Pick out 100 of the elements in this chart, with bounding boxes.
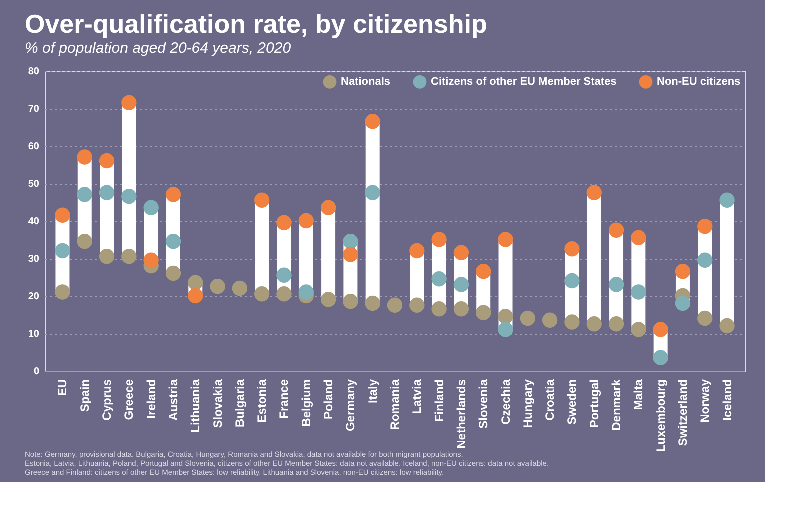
point [653, 350, 668, 366]
point [564, 242, 580, 257]
point [276, 215, 292, 230]
point [410, 243, 425, 259]
point [144, 252, 159, 268]
point [498, 322, 514, 338]
legend-label: Citizens of other EU Member States [431, 76, 617, 88]
point [166, 234, 182, 250]
point [99, 249, 115, 264]
point [298, 213, 314, 229]
point [454, 245, 470, 260]
point [320, 200, 336, 216]
x-tick-label: Croatia [543, 379, 558, 421]
point [432, 302, 447, 317]
point [99, 185, 115, 200]
x-tick-label: Lithuania [188, 379, 203, 433]
x-tick-label: Norway [698, 379, 712, 423]
point [122, 189, 137, 204]
point [320, 292, 336, 308]
point [631, 230, 646, 246]
point [608, 316, 624, 332]
point [454, 277, 470, 292]
x-tick-label: Germany [344, 379, 358, 432]
point [298, 284, 314, 300]
point [166, 266, 182, 282]
point [343, 247, 358, 262]
y-tick-label: 60 [28, 142, 40, 152]
point [77, 187, 92, 202]
x-tick-label: Netherlands [454, 379, 468, 449]
chart-subtitle: % of population aged 20-64 years, 2020 [25, 40, 292, 57]
x-tick-label: Czechia [498, 379, 513, 425]
x-tick-label: EU [56, 380, 70, 396]
point [55, 208, 70, 223]
x-tick-label: Iceland [720, 380, 734, 421]
point [77, 150, 92, 165]
point [698, 252, 713, 268]
point [343, 294, 358, 310]
point [232, 280, 248, 296]
point [631, 284, 646, 300]
point [432, 232, 447, 248]
point [586, 185, 602, 200]
point [122, 95, 137, 110]
x-tick-label: Switzerland [676, 380, 690, 446]
point [387, 298, 403, 313]
legend-label: Non-EU citizens [657, 76, 741, 88]
point [166, 187, 182, 202]
point [144, 200, 159, 216]
point [254, 286, 270, 302]
point [476, 305, 492, 320]
x-tick-label: Slovakia [210, 379, 225, 428]
x-tick-label: Hungary [520, 379, 535, 428]
x-tick-label: Poland [322, 380, 336, 420]
chart-title: Over-qualification rate, by citizenship [25, 9, 488, 39]
point [498, 309, 514, 324]
x-tick-label: Greece [122, 379, 136, 420]
point [188, 275, 204, 290]
x-tick-label: France [277, 379, 292, 419]
x-tick-label: Finland [432, 380, 446, 422]
point [77, 234, 92, 250]
point [698, 310, 713, 326]
legend-label: Nationals [341, 76, 391, 88]
y-tick-label: 30 [28, 254, 40, 265]
point [675, 264, 691, 280]
point [55, 284, 70, 300]
point [720, 318, 735, 334]
y-tick-label: 40 [28, 216, 40, 228]
point [631, 322, 646, 338]
point [720, 192, 735, 208]
point [476, 264, 492, 280]
point [122, 249, 137, 264]
x-tick-label: Austria [166, 379, 180, 421]
point [498, 232, 514, 248]
point [254, 192, 270, 208]
x-tick-label: Luxembourg [654, 380, 668, 452]
point [432, 272, 447, 287]
y-tick-label: 80 [28, 66, 40, 78]
point [276, 268, 292, 283]
x-tick-label: Sweden [565, 380, 580, 425]
x-tick-label: Italy [366, 379, 380, 404]
point [608, 277, 624, 292]
point [210, 279, 226, 294]
x-tick-label: Portugal [587, 380, 602, 428]
point [542, 312, 558, 328]
x-tick-label: Latvia [410, 379, 424, 414]
x-tick-label: Ireland [144, 380, 158, 419]
point [653, 322, 668, 338]
point [454, 302, 470, 317]
point [564, 314, 580, 330]
y-tick-label: 0 [34, 366, 40, 378]
point [698, 219, 713, 234]
point [188, 288, 204, 304]
x-tick-label: Cyprus [100, 379, 114, 421]
point [365, 185, 380, 200]
point [365, 114, 380, 130]
y-tick-label: 50 [28, 179, 40, 190]
point [276, 286, 292, 302]
x-tick-label: Romania [388, 379, 402, 430]
point [586, 316, 602, 332]
x-tick-label: Bulgaria [232, 379, 247, 428]
point [564, 273, 580, 289]
